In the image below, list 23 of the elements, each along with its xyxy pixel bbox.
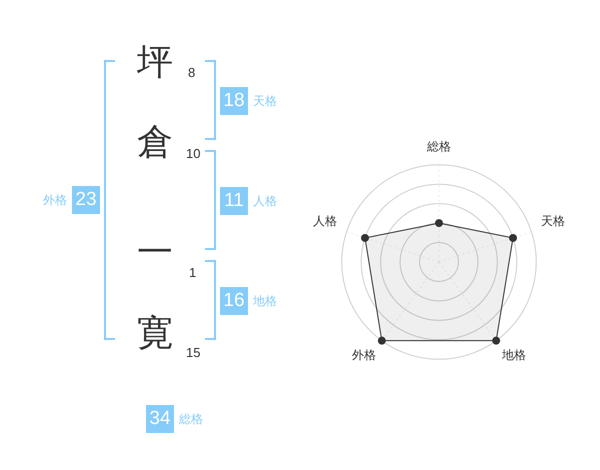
- data-label: 10: [186, 146, 200, 161]
- spoke-label: 総格: [426, 140, 451, 154]
- data-label: 1: [189, 265, 196, 280]
- data-label: 18: [220, 87, 248, 115]
- category-label: 坪: [136, 42, 174, 83]
- category-label: 寛: [136, 313, 174, 354]
- category-label: 倉: [136, 122, 174, 163]
- spoke-label: 天格: [541, 214, 565, 228]
- category-label: 総格: [179, 412, 203, 426]
- category-label: 地格: [253, 294, 277, 308]
- category-label: 天格: [253, 94, 277, 108]
- spoke-label: 外格: [352, 348, 376, 362]
- data-label: 23: [72, 186, 100, 214]
- spoke-label: 地格: [501, 348, 526, 362]
- category-label: 外格: [43, 193, 67, 207]
- spoke-label: 人格: [313, 214, 337, 228]
- data-label: 11: [220, 187, 248, 215]
- data-label: 15: [186, 345, 200, 360]
- category-label: 一: [136, 232, 174, 273]
- data-label: 8: [188, 65, 196, 80]
- category-label: 人格: [253, 194, 277, 208]
- data-label: 16: [220, 287, 248, 315]
- data-label: 34: [146, 405, 174, 433]
